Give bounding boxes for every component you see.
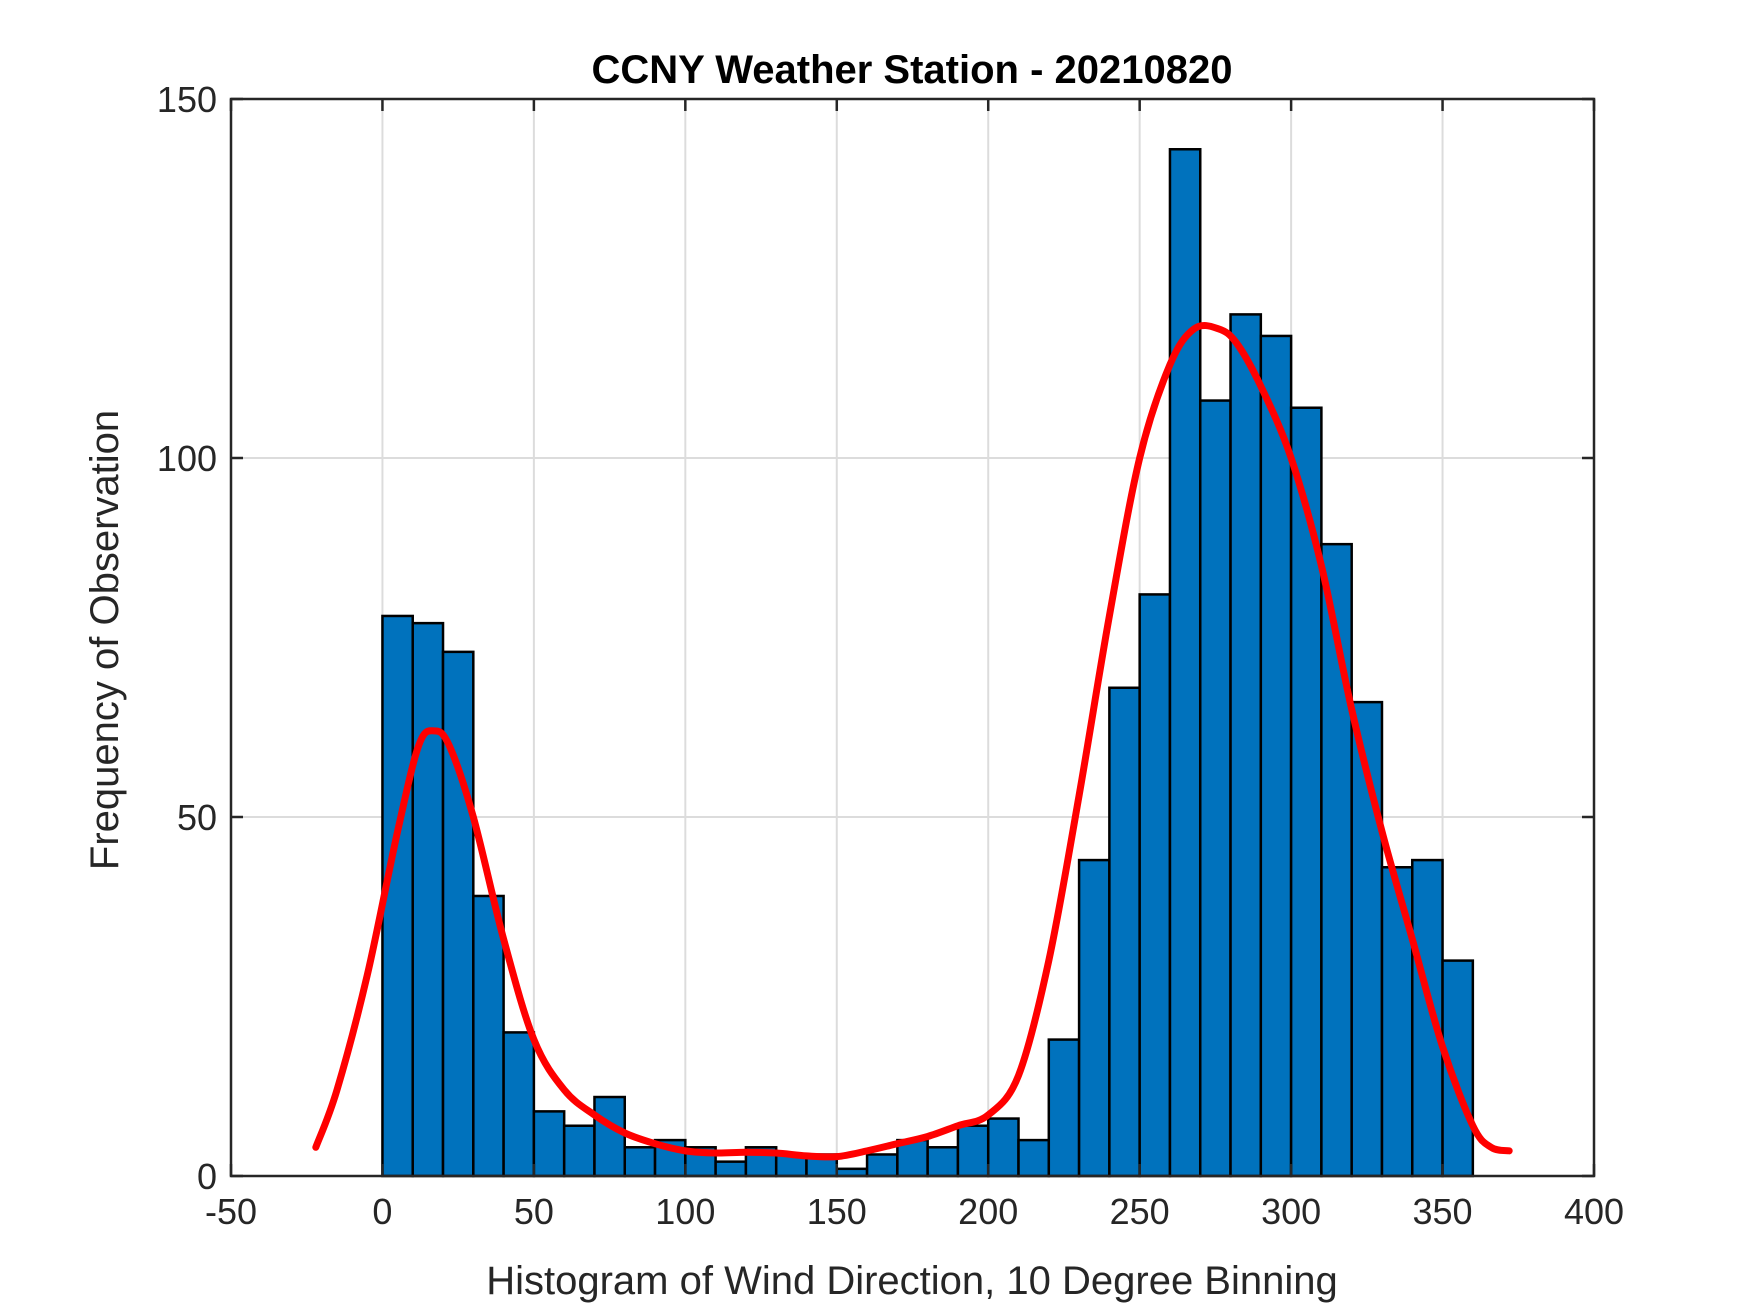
histogram-bar (1138, 593, 1172, 1178)
histogram-bar (1289, 406, 1323, 1178)
x-tick-label: -50 (205, 1191, 257, 1232)
chart-title: CCNY Weather Station - 20210820 (592, 48, 1233, 92)
histogram-bar (411, 621, 445, 1178)
histogram-bar (1047, 1038, 1081, 1178)
histogram-bar (593, 1095, 627, 1178)
histogram-bar (956, 1124, 990, 1178)
x-tick-label: 300 (1261, 1191, 1321, 1232)
histogram-bar (472, 894, 505, 1178)
histogram-bar (1108, 686, 1141, 1178)
histogram-bar (714, 1160, 748, 1178)
histogram-bar (441, 650, 475, 1178)
histogram-bar (865, 1153, 899, 1178)
histogram-bar (623, 1146, 657, 1178)
histogram-bar (562, 1124, 596, 1178)
histogram-bar (532, 1110, 566, 1178)
x-tick-label: 400 (1564, 1191, 1624, 1232)
histogram-bar (1198, 399, 1232, 1178)
histogram-bar (502, 1031, 536, 1178)
x-tick-label: 100 (655, 1191, 715, 1232)
x-tick-label: 50 (514, 1191, 554, 1232)
axes (229, 97, 1596, 1178)
histogram-bar (1229, 313, 1263, 1178)
x-tick-label: 0 (372, 1191, 392, 1232)
x-tick-label: 250 (1110, 1191, 1170, 1232)
fit-curve (312, 322, 1513, 1161)
y-tick-label: 100 (157, 438, 217, 479)
x-axis-label: Histogram of Wind Direction, 10 Degree B… (486, 1259, 1338, 1303)
histogram-bar (1017, 1138, 1051, 1178)
y-tick-label: 0 (197, 1156, 217, 1197)
x-tick-label: 150 (807, 1191, 867, 1232)
x-tick-label: 200 (958, 1191, 1018, 1232)
histogram-bar (1168, 148, 1202, 1178)
histogram-bar (1259, 334, 1293, 1178)
y-tick-label: 150 (157, 79, 217, 120)
histogram-bar (986, 1117, 1020, 1178)
y-axis-label: Frequency of Observation (83, 410, 127, 870)
fit-curve-layer (312, 322, 1513, 1161)
y-tick-label: 50 (177, 797, 217, 838)
histogram-bar (926, 1146, 960, 1178)
histogram-bar (1411, 858, 1444, 1178)
histogram-bar (1077, 858, 1111, 1178)
axes-box (229, 97, 1596, 1178)
x-tick-label: 350 (1413, 1191, 1473, 1232)
